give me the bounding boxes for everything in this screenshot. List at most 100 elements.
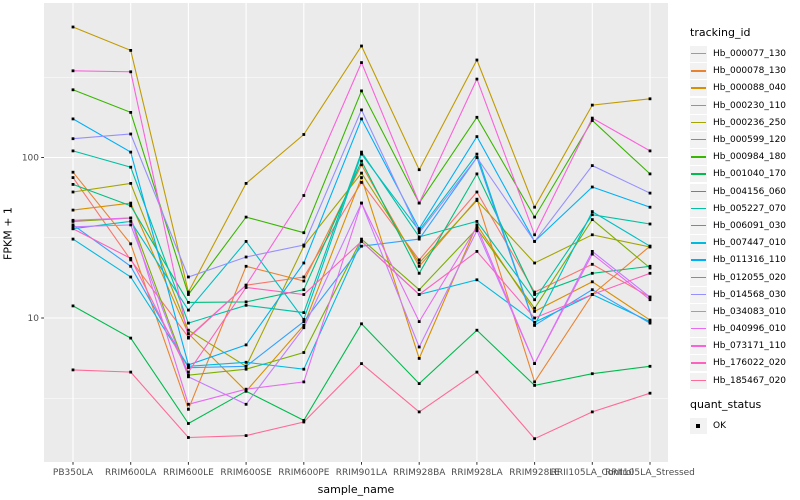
data-point [187, 370, 190, 374]
legend-key-swatch [690, 132, 707, 149]
data-point [244, 286, 248, 289]
legend-item: Hb_176022_020 [690, 355, 787, 372]
data-point [417, 271, 421, 275]
x-axis-title: sample_name [317, 483, 395, 496]
data-point [417, 231, 421, 235]
data-point [129, 370, 133, 374]
legend-item-label: Hb_000230_110 [713, 100, 787, 111]
data-point [590, 213, 594, 217]
data-point [244, 364, 248, 368]
legend-item-label: OK [713, 421, 726, 432]
legend-key-swatch [690, 355, 707, 372]
data-point [533, 380, 536, 384]
data-point [475, 278, 479, 282]
data-point [533, 290, 536, 294]
data-point [187, 332, 190, 335]
data-point [302, 326, 306, 330]
legend-quant-status: quant_status OK [690, 398, 761, 435]
legend-key-swatch [690, 166, 707, 183]
data-point [590, 372, 594, 376]
legend-key-swatch [690, 63, 707, 80]
data-point [475, 220, 479, 223]
data-point [360, 44, 363, 48]
data-point [360, 201, 363, 205]
x-tick-label: RRIM928BA [393, 468, 446, 478]
legend-line-icon [691, 87, 706, 89]
data-point [71, 223, 75, 227]
data-point [648, 298, 652, 302]
legend-item: Hb_000984_180 [690, 149, 786, 166]
data-point [302, 133, 306, 136]
data-point [244, 303, 248, 307]
legend-tracking-id: tracking_id Hb_000077_130 Hb_000078_130 Hb… [690, 26, 786, 390]
legend-line-icon [691, 190, 706, 192]
x-tick-label: RRIM600SE [220, 468, 272, 478]
legend-item: Hb_000088_040 [690, 80, 786, 97]
legend-key-swatch [690, 286, 707, 303]
data-point [533, 310, 536, 313]
legend-key-swatch [690, 372, 707, 389]
legend-line-icon [691, 242, 706, 244]
data-point [590, 288, 594, 292]
legend-item: Hb_006091_030 [690, 217, 787, 234]
legend-key-swatch [690, 269, 707, 286]
legend-item: Hb_000078_130 [690, 63, 786, 80]
data-point [187, 328, 190, 332]
data-point [648, 271, 652, 275]
data-point [71, 170, 75, 174]
x-tick-label: RRIM600LA [105, 468, 157, 478]
data-point [590, 262, 594, 266]
legend-item: OK [690, 418, 761, 435]
data-point [590, 293, 594, 296]
data-point [129, 275, 133, 279]
data-point [302, 288, 306, 292]
data-point [129, 220, 133, 223]
data-point [187, 308, 190, 312]
data-point [129, 223, 133, 227]
legend-line-icon [691, 139, 706, 141]
data-point [187, 402, 190, 406]
data-point [244, 343, 248, 347]
legend-line-icon [691, 104, 706, 107]
data-point [590, 103, 594, 107]
legend-item-label: Hb_176022_020 [713, 358, 787, 369]
data-point [533, 261, 536, 265]
legend-line-icon [691, 293, 706, 296]
legend-point-icon [696, 424, 700, 429]
data-point [648, 391, 652, 395]
data-point [129, 132, 133, 136]
data-point [71, 218, 75, 222]
data-point [129, 150, 133, 154]
data-point [129, 242, 133, 246]
legend-item: Hb_005227_070 [690, 200, 787, 217]
data-point [187, 301, 190, 304]
data-point [590, 280, 594, 284]
data-point [187, 366, 190, 370]
data-point [590, 119, 594, 122]
legend-item-label: Hb_185467_020 [713, 375, 787, 386]
data-point [590, 252, 594, 256]
data-point [590, 164, 594, 167]
data-point [302, 419, 306, 422]
legend-item-label: Hb_000599_120 [713, 135, 787, 146]
data-point [533, 316, 536, 320]
legend-item-label: Hb_005227_070 [713, 203, 787, 214]
legend-key-swatch [690, 114, 707, 131]
legend-key-swatch [690, 97, 707, 114]
data-point [302, 320, 306, 323]
data-point [417, 168, 421, 172]
data-point [244, 182, 248, 185]
legend-item: Hb_000236_250 [690, 114, 786, 131]
data-point [187, 422, 190, 425]
data-point [187, 436, 190, 439]
data-point [360, 61, 363, 64]
legend-item-label: Hb_040996_010 [713, 324, 787, 335]
legend-item-label: Hb_006091_030 [713, 220, 787, 231]
data-point [71, 225, 75, 229]
data-point [302, 279, 306, 283]
legend-line-icon [691, 362, 706, 364]
legend-key-swatch [690, 418, 707, 435]
data-point [302, 323, 306, 327]
legend-item-label: Hb_004156_060 [713, 186, 787, 197]
data-point [360, 240, 363, 243]
